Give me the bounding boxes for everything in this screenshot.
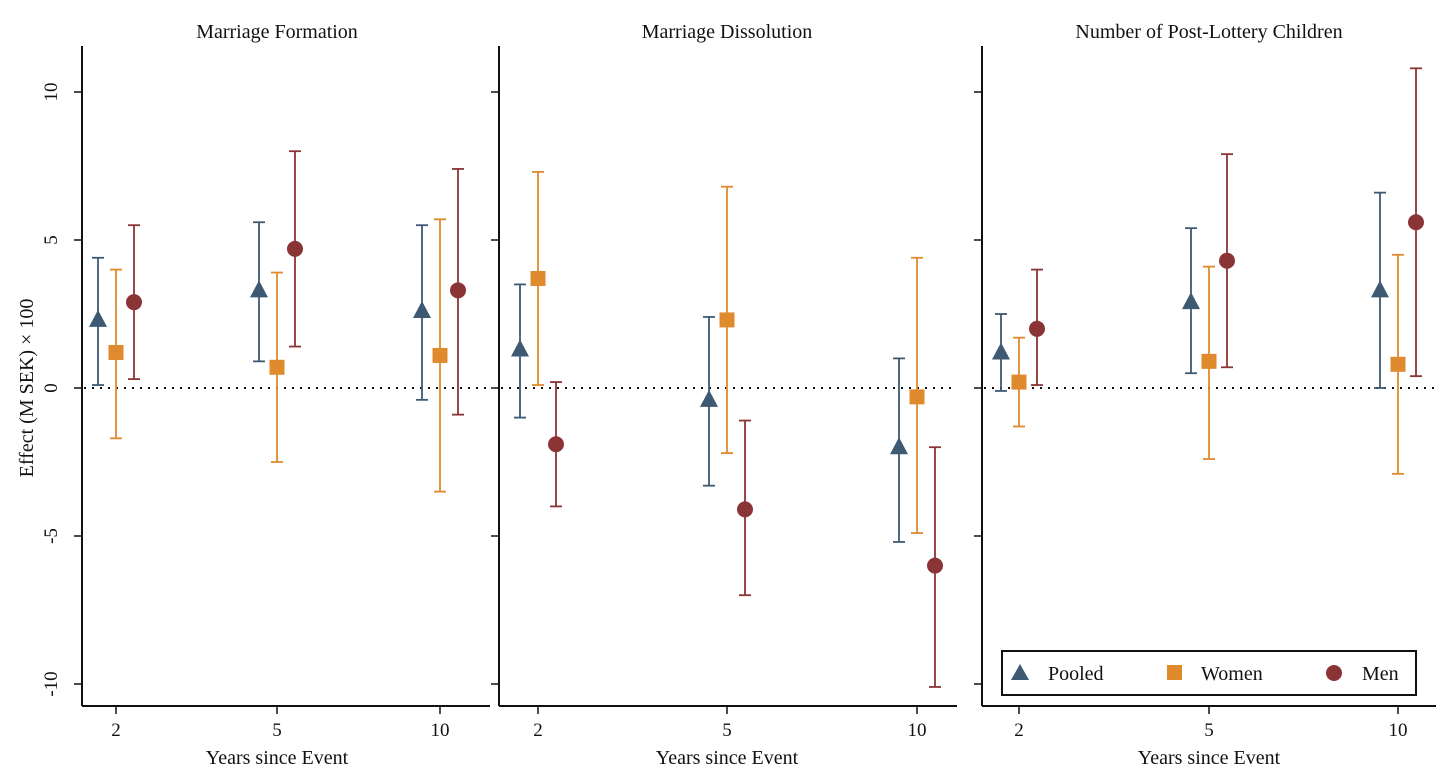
legend-women-marker bbox=[1167, 665, 1182, 680]
pooled-point bbox=[992, 342, 1010, 360]
men-point bbox=[1219, 252, 1235, 269]
legend-pooled-label: Pooled bbox=[1048, 663, 1104, 685]
pooled-point bbox=[413, 301, 431, 319]
panel-title-post-lottery-children: Number of Post-Lottery Children bbox=[1075, 21, 1342, 43]
panel-post-lottery-children: Number of Post-Lottery Children Years si… bbox=[974, 21, 1436, 769]
y-tick-label: -10 bbox=[41, 671, 62, 696]
pooled-point bbox=[890, 437, 908, 455]
panel-marriage-dissolution: Marriage Dissolution Years since Event 2… bbox=[491, 21, 957, 769]
y-tick-label: -5 bbox=[41, 528, 62, 544]
men-point bbox=[287, 240, 303, 257]
x-tick-label: 10 bbox=[1389, 720, 1408, 741]
x-axis-title-post-lottery-children: Years since Event bbox=[1138, 747, 1281, 769]
panel-title-marriage-formation: Marriage Formation bbox=[196, 21, 358, 43]
y-tick-label: 0 bbox=[41, 383, 62, 393]
x-tick-label: 5 bbox=[272, 720, 282, 741]
y-tick-label: 10 bbox=[41, 83, 62, 102]
legend-men-label: Men bbox=[1362, 663, 1399, 685]
women-point bbox=[1390, 356, 1406, 372]
women-point bbox=[432, 347, 448, 363]
legend-pooled-marker bbox=[1011, 664, 1029, 680]
x-axis-title-marriage-formation: Years since Event bbox=[206, 747, 349, 769]
pooled-point bbox=[89, 309, 107, 327]
women-point bbox=[269, 359, 285, 375]
pooled-point bbox=[250, 280, 268, 298]
x-tick-label: 2 bbox=[1014, 720, 1024, 741]
legend-men-marker bbox=[1326, 665, 1342, 681]
legend: Pooled Women Men bbox=[1001, 650, 1417, 696]
x-tick-label: 2 bbox=[111, 720, 121, 741]
x-axis-title-marriage-dissolution: Years since Event bbox=[656, 747, 799, 769]
men-point bbox=[450, 282, 466, 299]
x-tick-label: 10 bbox=[908, 720, 927, 741]
panel-title-marriage-dissolution: Marriage Dissolution bbox=[642, 21, 813, 43]
women-point bbox=[530, 270, 546, 286]
women-point bbox=[909, 389, 925, 405]
x-tick-label: 2 bbox=[533, 720, 543, 741]
y-axis-title: Effect (M SEK) × 100 bbox=[16, 299, 38, 478]
women-point bbox=[719, 312, 735, 328]
x-tick-label: 5 bbox=[722, 720, 732, 741]
x-tick-label: 10 bbox=[431, 720, 450, 741]
men-point bbox=[927, 557, 943, 574]
pooled-point bbox=[511, 339, 529, 357]
pooled-point bbox=[1371, 280, 1389, 298]
legend-women-label: Women bbox=[1201, 663, 1263, 685]
y-tick-label: 5 bbox=[41, 235, 62, 245]
women-point bbox=[108, 344, 124, 360]
men-point bbox=[1408, 214, 1424, 231]
men-point bbox=[737, 501, 753, 518]
panel-marriage-formation: Marriage Formation Years since Event 10 5… bbox=[41, 21, 490, 769]
legend-frame bbox=[1001, 650, 1417, 696]
pooled-point bbox=[1182, 292, 1200, 310]
men-point bbox=[126, 294, 142, 311]
men-point bbox=[548, 436, 564, 453]
pooled-point bbox=[700, 389, 718, 407]
x-tick-label: 5 bbox=[1204, 720, 1214, 741]
women-point bbox=[1011, 374, 1027, 390]
men-point bbox=[1029, 320, 1045, 337]
women-point bbox=[1201, 353, 1217, 369]
